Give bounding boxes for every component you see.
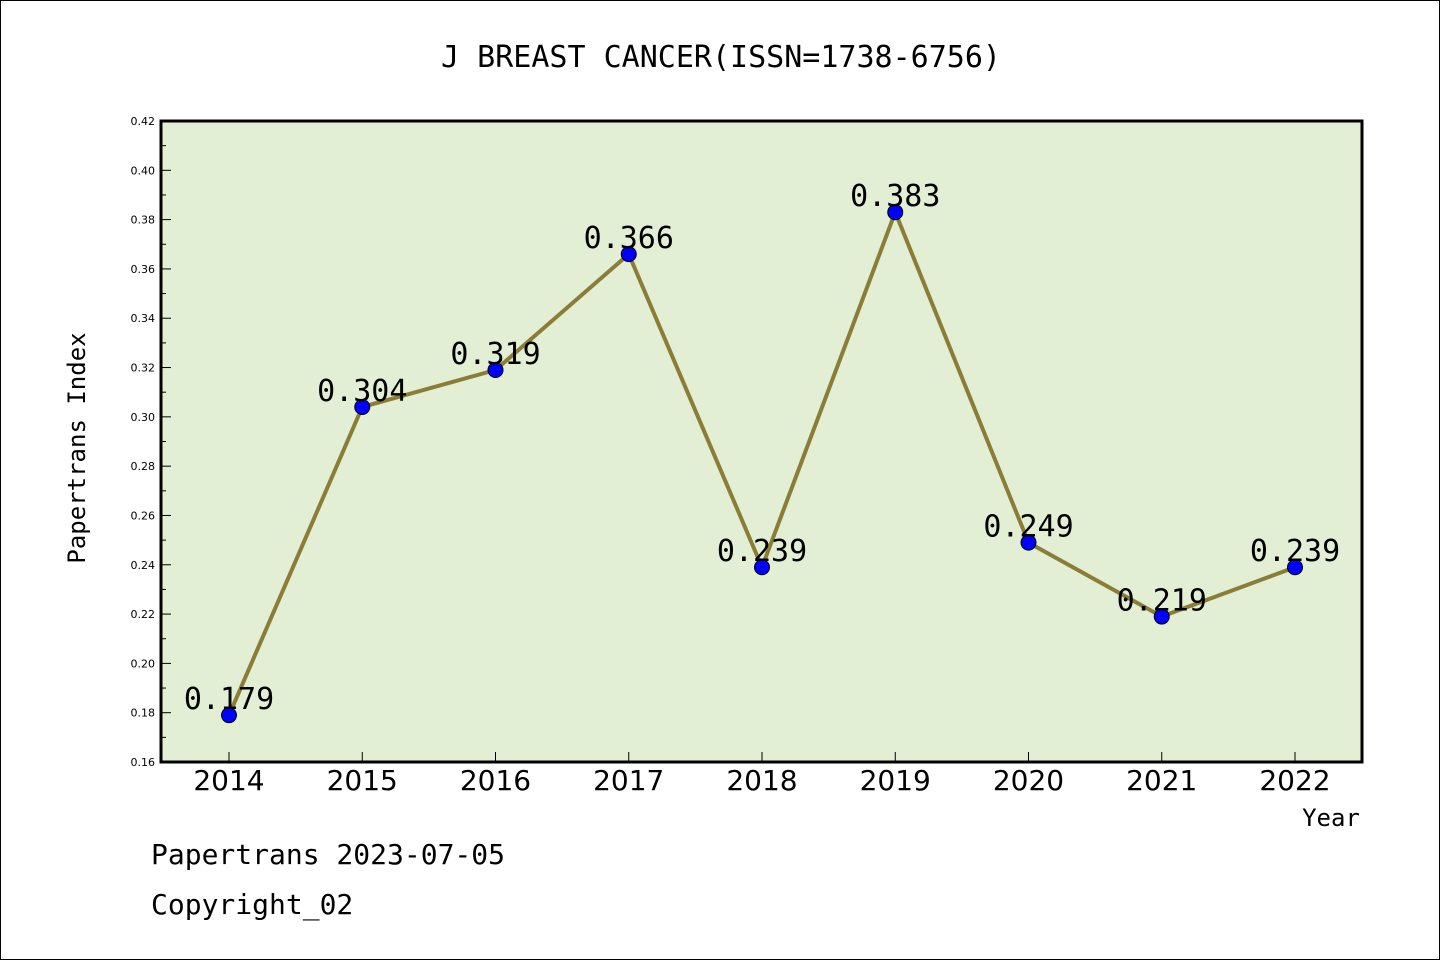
data-point bbox=[754, 559, 770, 576]
x-tick-label: 2019 bbox=[860, 764, 931, 797]
data-label: 0.366 bbox=[584, 221, 674, 256]
x-tick-label: 2014 bbox=[193, 764, 264, 797]
data-point bbox=[1153, 608, 1170, 625]
x-tick-label: 2015 bbox=[327, 764, 398, 797]
data-point bbox=[221, 707, 237, 724]
y-axis-label: Papertrans Index bbox=[63, 332, 91, 563]
chart-title: J BREAST CANCER(ISSN=1738-6756) bbox=[441, 40, 1001, 75]
x-tick-label: 2017 bbox=[593, 764, 664, 797]
data-label: 0.239 bbox=[1250, 534, 1340, 569]
x-tick-label: 2016 bbox=[460, 764, 531, 797]
y-tick-label: 0.20 bbox=[131, 657, 156, 670]
y-tick-label: 0.16 bbox=[131, 756, 156, 769]
data-point bbox=[1020, 534, 1037, 551]
plot-area bbox=[161, 121, 1362, 762]
y-tick-label: 0.40 bbox=[131, 164, 156, 177]
data-label: 0.319 bbox=[450, 337, 540, 372]
y-tick-label: 0.36 bbox=[131, 263, 156, 276]
y-tick-label: 0.18 bbox=[131, 707, 156, 720]
data-label: 0.239 bbox=[717, 534, 807, 569]
y-tick-label: 0.30 bbox=[131, 411, 156, 424]
footer-date: Papertrans 2023-07-05 bbox=[151, 838, 505, 871]
y-axis: 0.16 0.18 0.20 0.22 0.24 0.26 0.28 0.30 0.32 0.34… bbox=[131, 115, 171, 769]
y-tick-label: 0.34 bbox=[131, 312, 156, 325]
y-tick-label: 0.32 bbox=[131, 362, 156, 375]
x-axis: 2014 2015 2016 2017 2018 2019 2020 2021 2022 bbox=[193, 752, 1331, 797]
data-point bbox=[487, 362, 504, 379]
data-label: 0.249 bbox=[983, 510, 1073, 545]
x-axis-label: Year bbox=[1302, 804, 1360, 832]
series-group: 0.179 0.304 0.319 0.366 0.239 0.383 0.249 0.219… bbox=[184, 179, 1340, 724]
y-tick-label: 0.22 bbox=[131, 608, 156, 621]
data-point bbox=[1287, 559, 1303, 576]
x-tick-label: 2022 bbox=[1259, 764, 1330, 797]
data-label: 0.304 bbox=[317, 374, 407, 409]
footer-copyright: Copyright_02 bbox=[151, 888, 353, 922]
data-label: 0.219 bbox=[1117, 584, 1207, 619]
y-tick-label: 0.24 bbox=[131, 559, 156, 572]
y-tick-label: 0.26 bbox=[131, 509, 156, 522]
data-point bbox=[354, 398, 371, 415]
x-tick-label: 2018 bbox=[726, 764, 797, 797]
y-tick-label: 0.28 bbox=[131, 460, 156, 473]
plot-border bbox=[159, 119, 1364, 764]
data-label: 0.383 bbox=[850, 179, 940, 214]
y-tick-label: 0.42 bbox=[131, 115, 156, 128]
y-tick-label: 0.38 bbox=[131, 214, 156, 227]
x-tick-label: 2021 bbox=[1126, 764, 1197, 797]
data-point bbox=[620, 246, 637, 263]
data-label: 0.179 bbox=[184, 682, 274, 717]
data-point bbox=[887, 204, 904, 221]
x-tick-label: 2020 bbox=[993, 764, 1064, 797]
